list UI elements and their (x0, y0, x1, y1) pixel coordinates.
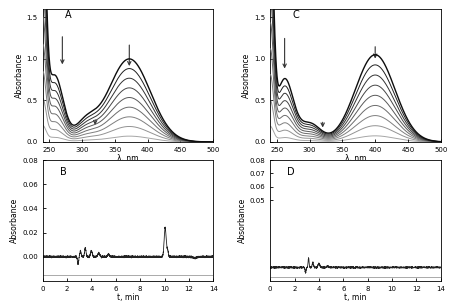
Y-axis label: Absorbance: Absorbance (242, 53, 251, 98)
Y-axis label: Absorbance: Absorbance (238, 198, 247, 243)
X-axis label: λ, nm: λ, nm (117, 154, 139, 163)
Y-axis label: Absorbance: Absorbance (15, 53, 24, 98)
Text: A: A (65, 10, 72, 20)
X-axis label: λ, nm: λ, nm (345, 154, 366, 163)
Text: B: B (60, 167, 66, 177)
Text: D: D (287, 167, 295, 177)
Text: C: C (292, 10, 299, 20)
X-axis label: t, min: t, min (117, 293, 139, 302)
X-axis label: t, min: t, min (344, 293, 367, 302)
Y-axis label: Absorbance: Absorbance (10, 198, 19, 243)
